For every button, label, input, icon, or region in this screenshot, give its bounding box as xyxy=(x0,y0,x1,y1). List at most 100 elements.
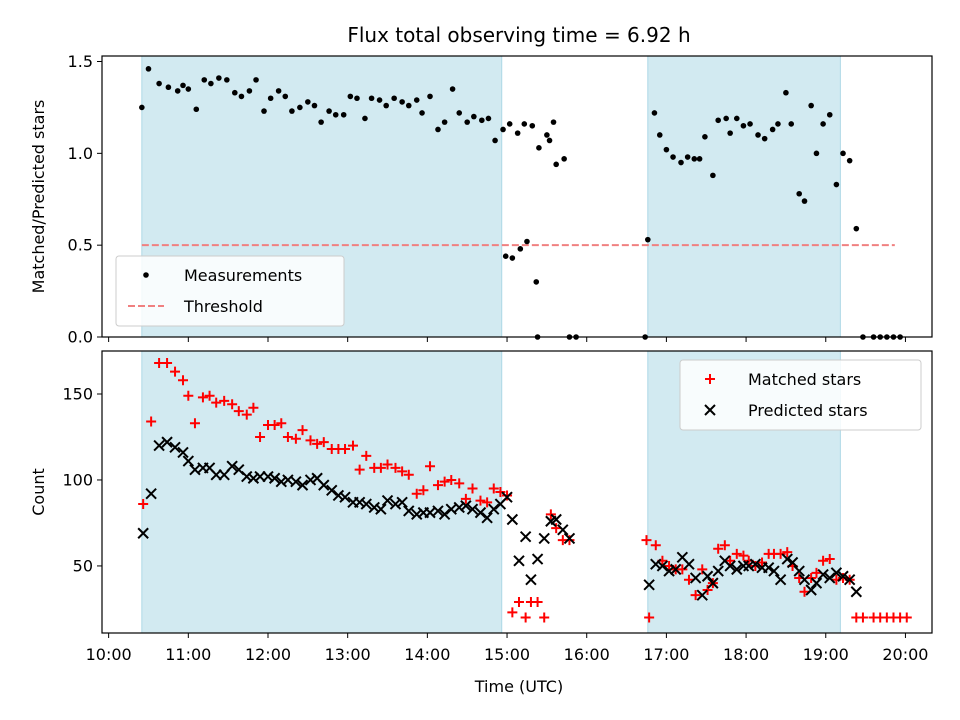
predicted-star-point xyxy=(669,563,682,576)
measurement-point xyxy=(139,104,145,111)
measurement-point xyxy=(500,126,506,133)
predicted-star-point xyxy=(712,565,724,577)
measurement-point xyxy=(354,95,360,102)
predicted-star-point xyxy=(817,568,829,581)
predicted-star-point xyxy=(290,475,302,488)
count-panel: 50 100 150 10:00 11:00 12:00 13:00 14:00 15:00 16… xyxy=(29,350,933,664)
matched-star-point xyxy=(382,459,393,470)
predicted-star-point xyxy=(403,505,415,517)
measurement-point xyxy=(524,238,530,245)
measurement-point xyxy=(740,122,747,129)
y-tick-label: 1.0 xyxy=(68,144,93,163)
matched-star-point xyxy=(644,612,655,623)
predicted-star-point xyxy=(226,460,238,472)
measurement-point xyxy=(332,111,339,118)
matched-star-point xyxy=(650,540,661,551)
measurement-point xyxy=(775,121,781,127)
predicted-star-point xyxy=(381,494,394,507)
predicted-star-point xyxy=(296,479,309,491)
measurement-point xyxy=(546,137,553,144)
measurement-point xyxy=(479,117,485,124)
predicted-star-point xyxy=(389,498,402,510)
matched-star-point xyxy=(219,395,230,406)
measurement-point xyxy=(471,113,477,120)
measurement-point xyxy=(156,80,162,87)
predicted-star-point xyxy=(774,573,787,586)
predicted-star-point xyxy=(460,500,472,512)
matched-star-point xyxy=(782,547,793,558)
measurement-point xyxy=(833,181,840,188)
measurement-point xyxy=(663,146,670,153)
predicted-star-point xyxy=(396,496,408,509)
measurement-point xyxy=(224,77,230,83)
measurement-point xyxy=(246,88,253,94)
matched-star-point xyxy=(690,590,701,601)
matched-star-point xyxy=(162,358,173,369)
measurement-point xyxy=(383,102,389,109)
predicted-star-point xyxy=(353,496,366,509)
measurement-point xyxy=(702,134,708,140)
measurement-point xyxy=(391,95,397,102)
predicted-star-point xyxy=(513,555,525,567)
x-tick-label: 14:00 xyxy=(404,645,450,664)
legend-swatch xyxy=(705,374,715,384)
predicted-star-point xyxy=(481,512,493,524)
predicted-star-point xyxy=(696,589,708,601)
measurement-point xyxy=(796,190,802,197)
matched-star-point xyxy=(731,548,742,559)
predicted-star-point xyxy=(304,474,317,486)
measurement-point xyxy=(485,115,492,122)
measurement-point xyxy=(368,95,375,102)
predicted-star-point xyxy=(453,501,465,514)
matched-star-point xyxy=(564,535,575,546)
measurement-point xyxy=(165,84,172,91)
matched-star-point xyxy=(811,567,822,578)
matched-star-point xyxy=(432,480,443,491)
matched-star-point xyxy=(454,478,465,489)
predicted-star-point xyxy=(762,561,775,574)
measurement-point xyxy=(783,89,789,96)
measurement-point xyxy=(550,119,557,125)
matched-star-point xyxy=(255,431,266,442)
measurement-point xyxy=(185,86,192,92)
predicted-star-point xyxy=(318,479,330,491)
matched-star-point xyxy=(204,390,215,401)
axes-frame xyxy=(101,55,933,338)
measurement-point xyxy=(405,102,412,109)
measurement-point xyxy=(208,80,214,87)
predicted-star-point xyxy=(731,563,743,576)
matched-star-point xyxy=(227,399,238,410)
y-axis-label: Matched/Predicted stars xyxy=(29,100,48,294)
measurement-point xyxy=(553,161,559,168)
measurement-point xyxy=(318,119,324,125)
measurement-point xyxy=(362,115,368,122)
matched-star-point xyxy=(411,488,422,499)
matched-star-point xyxy=(290,433,301,444)
measurement-point xyxy=(399,99,405,105)
predicted-star-point xyxy=(368,501,380,514)
x-tick-label: 17:00 xyxy=(643,645,689,664)
predicted-star-point xyxy=(268,472,281,484)
measurement-point xyxy=(253,77,259,83)
predicted-star-point xyxy=(643,579,655,591)
matched-star-point xyxy=(197,392,208,403)
matched-star-point xyxy=(482,497,493,508)
predicted-star-point xyxy=(474,506,487,519)
x-axis-label: Time (UTC) xyxy=(474,677,563,696)
predicted-star-point xyxy=(786,556,799,569)
predicted-star-point xyxy=(501,491,513,503)
measurement-point xyxy=(710,172,716,179)
matched-star-point xyxy=(551,523,562,534)
measurement-point xyxy=(769,126,776,133)
x-tick-label: 15:00 xyxy=(484,645,530,664)
predicted-star-point xyxy=(375,503,387,515)
predicted-star-point xyxy=(531,553,544,565)
matched-star-point xyxy=(282,431,293,442)
measurement-point xyxy=(435,126,441,133)
predicted-star-point xyxy=(506,513,519,526)
measurement-point xyxy=(544,132,550,138)
matched-star-point xyxy=(513,597,524,608)
matched-star-point xyxy=(738,550,749,561)
matched-star-point xyxy=(799,586,810,597)
matched-star-point xyxy=(340,444,351,455)
